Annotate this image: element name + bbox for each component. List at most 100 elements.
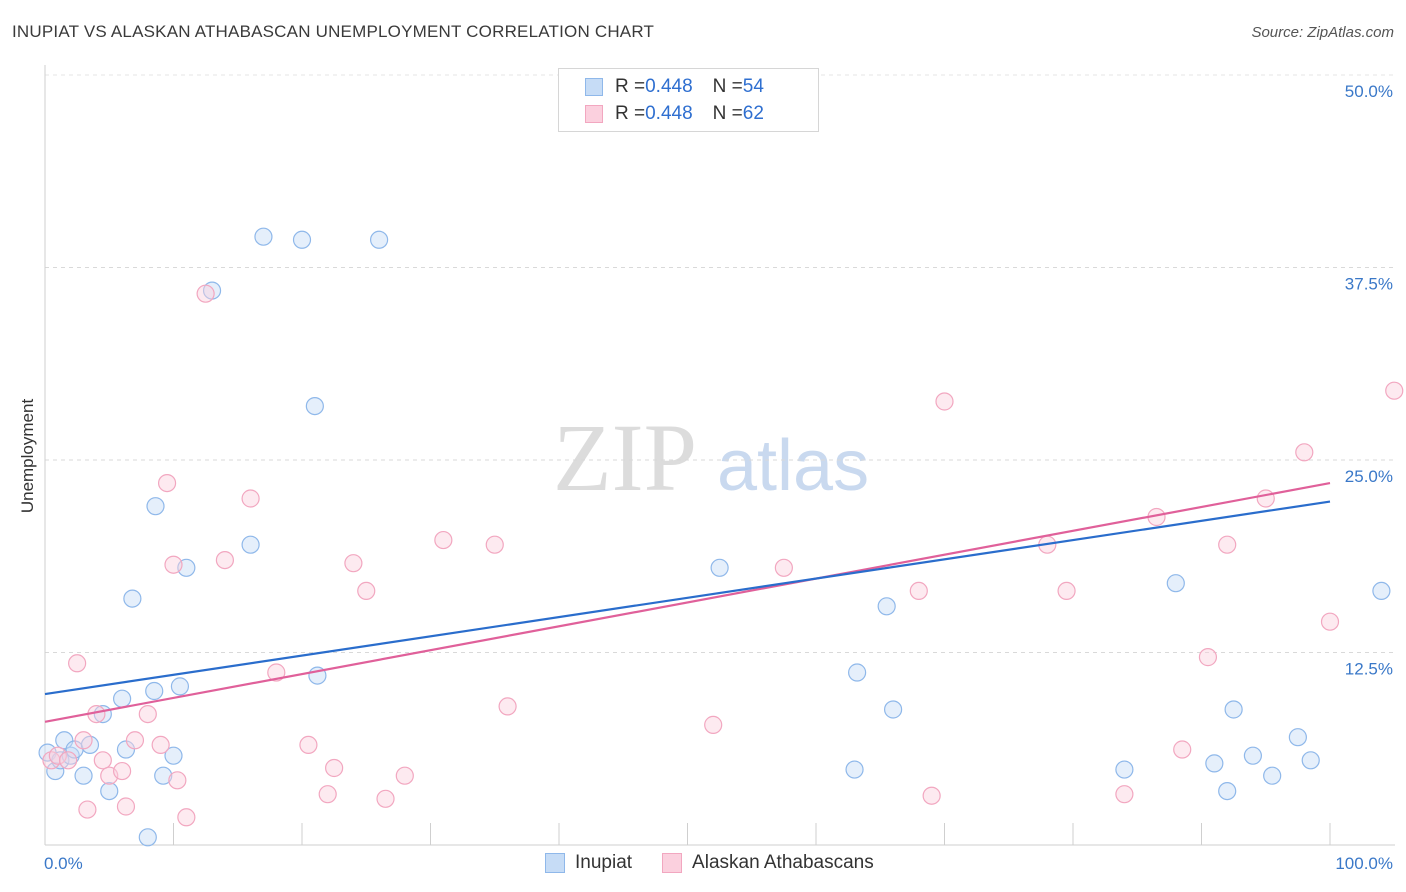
athabascan-point	[1173, 740, 1192, 759]
watermark: ZIP atlas	[553, 404, 869, 511]
legend-swatch-inupiat	[585, 78, 603, 96]
athabascan-point	[241, 489, 260, 508]
legend-r-label: R =	[615, 103, 646, 124]
legend-n-value: 54	[742, 76, 764, 97]
inupiat-point	[146, 497, 165, 516]
legend-n-label: N =	[712, 103, 743, 124]
athabascan-point	[48, 746, 67, 765]
inupiat-point	[112, 689, 132, 708]
athabascan-point	[1256, 489, 1275, 508]
inupiat-point	[305, 397, 324, 416]
inupiat-point	[164, 746, 183, 765]
athabascan-point	[485, 535, 504, 554]
inupiat-point	[1224, 700, 1243, 719]
athabascan-point	[78, 800, 97, 819]
athabascan-point	[1198, 648, 1218, 667]
athabascan-point	[157, 474, 177, 493]
inupiat-point	[138, 828, 157, 847]
inupiat-point	[1372, 581, 1391, 601]
athabascan-point	[922, 786, 941, 805]
inupiat-point	[145, 681, 164, 701]
inupiat-point	[1263, 766, 1282, 785]
y-axis-label: Unemployment	[18, 398, 37, 514]
athabascan-point	[395, 766, 414, 785]
inupiat-point	[883, 700, 903, 719]
bottom-legend-athabascans: Alaskan Athabascans	[692, 852, 874, 873]
athabascan-point	[1320, 612, 1340, 631]
athabascan-point	[138, 704, 157, 724]
athabascan-point	[196, 284, 215, 303]
inupiat-point	[1218, 781, 1237, 801]
x-tick-label-min: 0.0%	[44, 854, 83, 873]
tick-labels: 12.5% 25.0% 37.5% 50.0% 0.0% 100.0%	[44, 82, 1393, 873]
athabascan-point	[93, 751, 112, 770]
legend-r-label: R =	[615, 76, 646, 97]
x-tick-label-max: 100.0%	[1335, 854, 1393, 873]
athabascan-point	[74, 731, 93, 750]
athabascan-point	[1385, 381, 1404, 400]
inupiat-point	[241, 535, 260, 554]
inupiat-point	[46, 761, 65, 781]
athabascan-point	[168, 771, 187, 790]
inupiat-point	[1166, 574, 1185, 593]
athabascan-trend-line	[44, 482, 1331, 723]
inupiat-point	[845, 760, 864, 779]
athabascan-point	[325, 758, 344, 778]
athabascan-point	[299, 735, 318, 755]
athabascan-point	[774, 558, 793, 577]
athabascan-point	[318, 785, 337, 804]
trend-lines	[44, 482, 1331, 723]
inupiat-points	[38, 227, 1391, 847]
athabascan-point	[116, 797, 136, 816]
legend-n-value: 62	[742, 103, 764, 124]
athabascan-point	[164, 555, 183, 574]
athabascan-point	[704, 715, 723, 734]
watermark-zip: ZIP	[553, 404, 697, 511]
legend-swatch-athabascans	[585, 105, 603, 123]
inupiat-point	[55, 731, 74, 750]
athabascan-point	[935, 392, 954, 411]
athabascan-point	[267, 663, 286, 682]
inupiat-trend-line	[44, 500, 1331, 696]
athabascan-point	[434, 530, 453, 550]
legend: R = 0.448 N = 54 R = 0.448 N = 62	[558, 68, 819, 132]
axes	[44, 65, 1395, 846]
legend-r-value: 0.448	[645, 103, 693, 124]
inupiat-point	[1205, 754, 1224, 773]
athabascan-point	[1218, 535, 1237, 554]
inupiat-point	[1243, 746, 1263, 765]
athabascan-point	[125, 731, 145, 750]
inupiat-point	[710, 558, 729, 577]
athabascan-point	[215, 550, 234, 570]
source-label: Source: ZipAtlas.com	[1251, 24, 1394, 41]
legend-row-inupiat: R = 0.448 N = 54	[585, 75, 764, 99]
athabascan-point	[376, 789, 395, 808]
athabascan-point	[1295, 443, 1314, 462]
inupiat-point	[292, 230, 312, 249]
inupiat-point	[254, 227, 273, 246]
inupiat-point	[74, 766, 93, 785]
athabascan-point	[151, 735, 170, 755]
legend-row-athabascans: R = 0.448 N = 62	[585, 102, 764, 126]
athabascan-point	[357, 581, 376, 601]
inupiat-point	[170, 677, 190, 696]
y-tick-label: 12.5%	[1345, 660, 1393, 679]
bottom-legend-swatch-inupiat	[545, 853, 565, 873]
inupiat-point	[123, 589, 142, 608]
athabascan-point	[112, 761, 132, 781]
athabascan-point	[68, 654, 87, 673]
inupiat-point	[1115, 760, 1134, 779]
bottom-legend-inupiat: Inupiat	[575, 852, 633, 873]
watermark-atlas: atlas	[717, 426, 869, 506]
athabascan-point	[1057, 581, 1076, 601]
legend-r-value: 0.448	[645, 76, 693, 97]
athabascan-point	[344, 554, 363, 573]
legend-n-label: N =	[712, 76, 743, 97]
bottom-legend-swatch-athabascans	[662, 853, 683, 873]
athabascan-point	[59, 751, 78, 770]
y-tick-label: 37.5%	[1345, 275, 1393, 294]
y-tick-label: 25.0%	[1345, 467, 1393, 486]
y-tick-label: 50.0%	[1345, 82, 1393, 101]
chart-title: INUPIAT VS ALASKAN ATHABASCAN UNEMPLOYME…	[12, 22, 655, 41]
